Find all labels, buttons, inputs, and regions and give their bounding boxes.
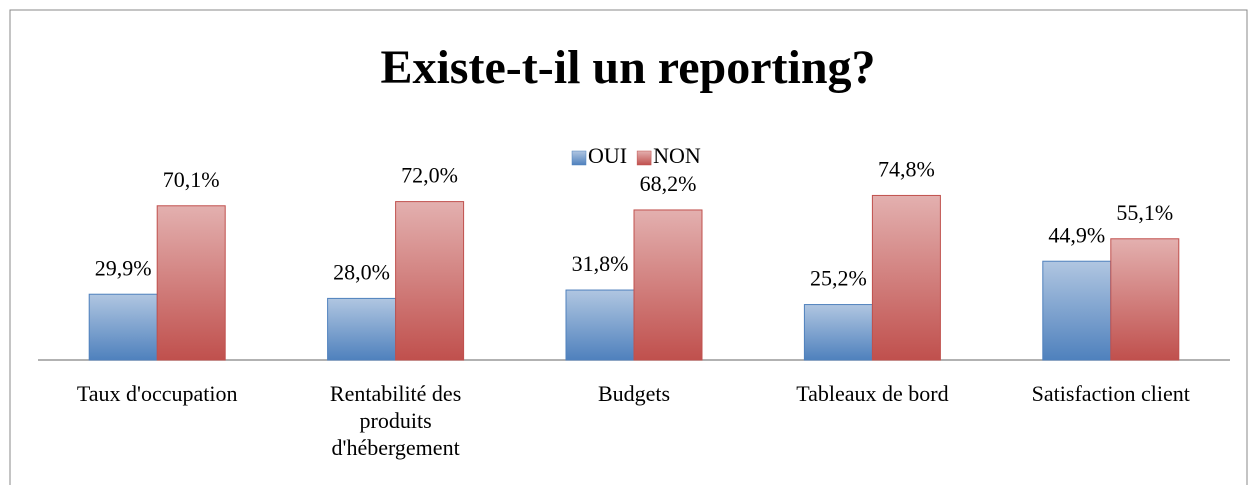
- data-label: 25,2%: [810, 266, 867, 291]
- x-tick-label: Budgets: [597, 381, 671, 406]
- legend-swatch: [636, 150, 652, 166]
- legend-label: OUI: [588, 143, 627, 168]
- x-tick-label: Taux d'occupation: [76, 381, 238, 406]
- x-tick-label: Satisfaction client: [1031, 381, 1190, 406]
- bar: [1110, 238, 1180, 361]
- data-label: 44,9%: [1048, 222, 1105, 247]
- bar: [395, 201, 465, 361]
- bar: [1042, 260, 1112, 361]
- data-label: 74,8%: [878, 156, 935, 181]
- bar: [565, 289, 635, 361]
- data-label: 31,8%: [572, 251, 629, 276]
- bar: [88, 293, 158, 361]
- legend-swatch: [571, 150, 587, 166]
- bar: [803, 304, 873, 361]
- bar: [327, 297, 397, 361]
- data-label: 72,0%: [401, 163, 458, 188]
- x-tick-label: Tableaux de bord: [796, 381, 949, 406]
- data-label: 55,1%: [1116, 200, 1173, 225]
- data-label: 70,1%: [163, 167, 220, 192]
- bar: [633, 209, 703, 361]
- bar: [156, 205, 226, 361]
- x-tick-label: Rentabilité des produits d'hébergement: [329, 381, 462, 460]
- data-label: 29,9%: [95, 255, 152, 280]
- chart-title: Existe-t-il un reporting?: [380, 41, 875, 94]
- legend-label: NON: [653, 143, 701, 168]
- data-label: 28,0%: [333, 259, 390, 284]
- data-label: 68,2%: [640, 171, 697, 196]
- bar: [871, 194, 941, 361]
